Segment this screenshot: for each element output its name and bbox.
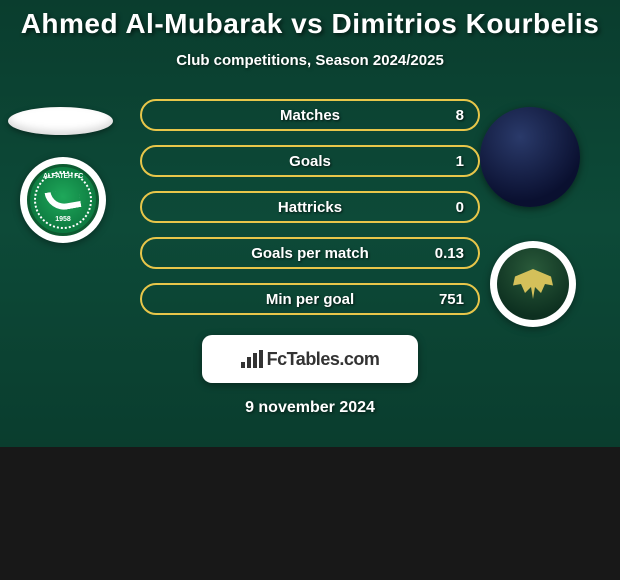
alfateh-logo: ALFATEH FC 1958 [27,164,99,236]
source-badge: FcTables.com [202,335,418,383]
logo-swoosh-icon [45,187,82,213]
stat-row: Hattricks 0 [140,191,480,223]
source-text: FcTables.com [267,349,380,370]
stat-value-right: 751 [439,291,464,308]
stat-row: Min per goal 751 [140,283,480,315]
club-year-text: 1958 [55,216,71,223]
bar-chart-icon [241,350,263,368]
khaleej-logo [497,248,569,320]
page-title: Ahmed Al-Mubarak vs Dimitrios Kourbelis [0,8,620,40]
subtitle: Club competitions, Season 2024/2025 [0,52,620,69]
club-name-text: ALFATEH FC [43,173,83,180]
date-text: 9 november 2024 [0,399,620,417]
stat-label: Min per goal [266,291,354,308]
stat-value-right: 0.13 [435,245,464,262]
player-right-photo [480,107,580,207]
stats-area: ALFATEH FC 1958 Matches 8 Goals 1 Hattricks 0… [0,99,620,329]
stat-rows: Matches 8 Goals 1 Hattricks 0 Goals per match 0… [140,99,480,329]
stat-value-right: 1 [456,153,464,170]
stat-row: Matches 8 [140,99,480,131]
player-right-club-badge [490,241,576,327]
eagle-icon [513,269,553,299]
player-left-club-badge: ALFATEH FC 1958 [20,157,106,243]
comparison-card: Ahmed Al-Mubarak vs Dimitrios Kourbelis … [0,0,620,447]
player-left-column: ALFATEH FC 1958 [0,99,120,329]
stat-label: Matches [280,107,340,124]
stat-value-right: 0 [456,199,464,216]
empty-region [0,447,620,580]
player-left-photo-placeholder [8,107,113,135]
stat-label: Goals per match [251,245,369,262]
player-right-column [480,99,600,329]
stat-label: Hattricks [278,199,342,216]
stat-label: Goals [289,153,331,170]
stat-value-right: 8 [456,107,464,124]
stat-row: Goals 1 [140,145,480,177]
stat-row: Goals per match 0.13 [140,237,480,269]
